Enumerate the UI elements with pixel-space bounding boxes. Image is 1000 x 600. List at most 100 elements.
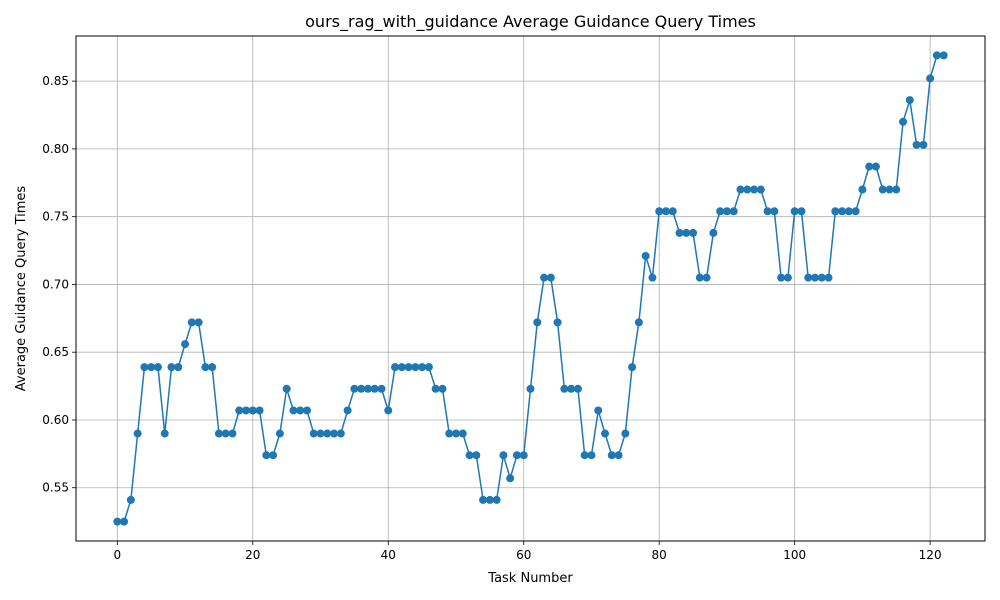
data-point (458, 429, 467, 438)
data-point (817, 273, 826, 282)
data-point (499, 451, 508, 460)
x-tick-label: 20 (245, 548, 260, 562)
data-point (804, 273, 813, 282)
data-point (397, 363, 406, 372)
data-point (858, 185, 867, 194)
data-point (289, 406, 298, 415)
data-point (492, 495, 501, 504)
data-point (628, 363, 637, 372)
data-point (614, 451, 623, 460)
data-point (357, 384, 366, 393)
data-point (770, 207, 779, 216)
data-point (932, 51, 941, 60)
data-point (140, 363, 149, 372)
data-point (661, 207, 670, 216)
data-point (695, 273, 704, 282)
data-point (587, 451, 596, 460)
data-point (553, 318, 562, 327)
data-point (824, 273, 833, 282)
data-point (810, 273, 819, 282)
data-point (160, 429, 169, 438)
data-point (201, 363, 210, 372)
data-point (174, 363, 183, 372)
data-point (926, 74, 935, 83)
data-point (668, 207, 677, 216)
axes-frame (75, 35, 986, 542)
data-point (350, 384, 359, 393)
data-point (411, 363, 420, 372)
data-point (519, 451, 528, 460)
data-point (181, 340, 190, 349)
data-point (912, 140, 921, 149)
data-point (506, 474, 515, 483)
x-tick-label: 120 (919, 548, 942, 562)
data-point (546, 273, 555, 282)
x-tick-label: 60 (516, 548, 531, 562)
data-point (939, 51, 948, 60)
data-point (451, 429, 460, 438)
data-point (235, 406, 244, 415)
data-point (607, 451, 616, 460)
data-point (242, 406, 251, 415)
data-point (736, 185, 745, 194)
data-point (336, 429, 345, 438)
data-point (147, 363, 156, 372)
grid (76, 36, 985, 541)
data-point (702, 273, 711, 282)
series-line-group (113, 51, 948, 526)
data-point (472, 451, 481, 460)
data-point (594, 406, 603, 415)
y-tick-label: 0.55 (42, 481, 69, 495)
data-point (729, 207, 738, 216)
data-point (601, 429, 610, 438)
data-point (485, 495, 494, 504)
data-point (750, 185, 759, 194)
data-point (831, 207, 840, 216)
data-point (370, 384, 379, 393)
data-point (682, 228, 691, 237)
x-tick-label: 0 (113, 548, 121, 562)
data-point (777, 273, 786, 282)
data-point (120, 517, 129, 526)
x-tick-label: 40 (381, 548, 396, 562)
data-point (655, 207, 664, 216)
x-axis-ticks: 0 20 40 60 80 100 120 (113, 541, 942, 562)
data-point (526, 384, 535, 393)
y-tick-label: 0.60 (42, 413, 69, 427)
data-point (228, 429, 237, 438)
data-point (641, 251, 650, 260)
data-point (634, 318, 643, 327)
y-tick-label: 0.80 (42, 142, 69, 156)
data-point (255, 406, 264, 415)
data-point (167, 363, 176, 372)
data-point (878, 185, 887, 194)
data-point (838, 207, 847, 216)
x-tick-label: 80 (652, 548, 667, 562)
data-point (133, 429, 142, 438)
data-point (282, 384, 291, 393)
chart-title: ours_rag_with_guidance Average Guidance … (305, 12, 756, 32)
data-point (533, 318, 542, 327)
data-point (302, 406, 311, 415)
data-point (363, 384, 372, 393)
data-point (316, 429, 325, 438)
data-point (783, 273, 792, 282)
data-point (512, 451, 521, 460)
x-axis-label: Task Number (487, 571, 573, 586)
data-point (391, 363, 400, 372)
data-point (404, 363, 413, 372)
data-point (844, 207, 853, 216)
data-point (438, 384, 447, 393)
data-point (343, 406, 352, 415)
data-point (756, 185, 765, 194)
data-point (214, 429, 223, 438)
data-point (113, 517, 122, 526)
data-point (465, 451, 474, 460)
data-point (540, 273, 549, 282)
data-point (716, 207, 725, 216)
data-point (621, 429, 630, 438)
data-point (377, 384, 386, 393)
data-point (248, 406, 257, 415)
